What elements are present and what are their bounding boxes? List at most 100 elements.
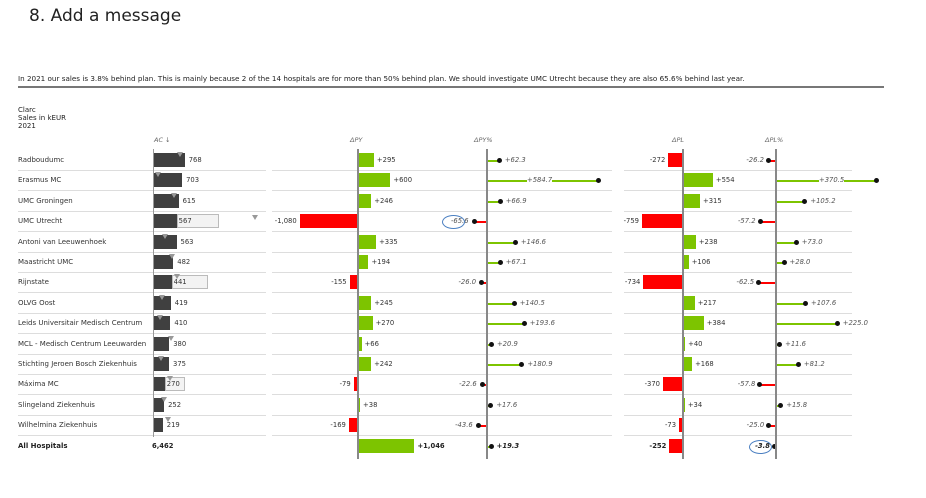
dpy-pct-pin[interactable] [487, 200, 500, 203]
row-separator [752, 312, 852, 314]
ac-bar[interactable] [154, 295, 171, 310]
row-separator [272, 333, 612, 335]
dpl-value: +554 [715, 176, 735, 185]
dpl-bar-positive[interactable] [683, 173, 713, 188]
dpl-pct-pin[interactable] [776, 404, 781, 407]
plan-marker-icon [161, 233, 168, 239]
dpy-bar-negative[interactable] [299, 214, 358, 229]
dpl-bar-positive[interactable] [683, 295, 695, 310]
dpl-bar-positive[interactable] [683, 316, 704, 331]
pin-head-icon [803, 300, 809, 306]
dpy-pct-pin[interactable] [487, 262, 500, 264]
dpl-pct-pin[interactable] [768, 160, 776, 162]
row-separator [624, 414, 754, 416]
dpy-bar-positive[interactable] [358, 173, 391, 188]
ac-bar[interactable] [154, 336, 170, 351]
row-separator [450, 292, 610, 294]
dpy-value: +270 [375, 319, 395, 328]
ac-bar[interactable] [154, 255, 174, 269]
message-divider [18, 86, 884, 88]
ac-bar[interactable] [154, 397, 165, 412]
dpl-pct-pin[interactable] [776, 302, 806, 305]
ac-bar[interactable] [154, 214, 177, 229]
dpl-pct-pin[interactable] [776, 262, 784, 264]
row-label: Wilhelmina Ziekenhuis [18, 421, 98, 430]
column-header-ac[interactable]: AC ↓ [154, 136, 171, 144]
dpl-bar-positive[interactable] [683, 357, 693, 371]
dpy-bar-positive[interactable] [358, 336, 362, 351]
dpl-bar-negative[interactable] [643, 275, 683, 290]
dpy-pct-pin[interactable] [487, 241, 515, 244]
dpl-pct-pin[interactable] [776, 241, 796, 244]
dpy-pct-pin[interactable] [487, 160, 499, 162]
dpl-bar-positive[interactable] [683, 336, 686, 351]
pin-head-icon [757, 382, 763, 388]
pin-head-icon [497, 198, 503, 204]
dpl-value: -370 [644, 380, 661, 389]
dpl-bar-positive[interactable] [683, 234, 696, 249]
pin-head-icon [512, 239, 518, 245]
dpl-bar-positive[interactable] [683, 193, 700, 208]
dpy-bar-positive[interactable] [358, 234, 377, 249]
dpy-pct-pin[interactable] [474, 221, 487, 224]
dpy-bar-positive[interactable] [358, 295, 372, 310]
dpy-bar-positive[interactable] [358, 438, 415, 453]
row-separator [624, 210, 754, 212]
dpl-bar-negative[interactable] [642, 214, 683, 229]
pin-head-icon [766, 423, 772, 429]
dpy-pct-pin[interactable] [487, 323, 524, 326]
plan-box [176, 214, 219, 229]
row-label: Radboudumc [18, 156, 65, 164]
dpl-pct-value: +81.2 [803, 360, 825, 368]
dpy-bar-positive[interactable] [358, 357, 372, 371]
ac-bar[interactable] [154, 377, 165, 392]
dpl-pct-pin[interactable] [760, 221, 776, 224]
dpy-bar-positive[interactable] [358, 153, 374, 167]
dpy-pct-pin[interactable] [482, 384, 487, 387]
dpy-pct-pin[interactable] [487, 364, 522, 366]
pin-head-icon [795, 362, 801, 367]
dpy-bar-positive[interactable] [358, 316, 373, 331]
ac-bar[interactable] [154, 234, 177, 249]
ac-value: 219 [166, 421, 180, 430]
dpy-bar-negative[interactable] [349, 275, 358, 290]
dpy-bar-positive[interactable] [358, 193, 372, 208]
dpy-pct-value: +193.6 [529, 319, 555, 328]
row-label: Leids Universitair Medisch Centrum [18, 319, 143, 328]
plan-box [171, 275, 208, 290]
row-separator [18, 435, 266, 437]
dpy-bar-positive[interactable] [358, 255, 369, 269]
dpy-bar-negative[interactable] [348, 418, 358, 433]
dpy-value: -1,080 [274, 217, 297, 226]
row-separator [624, 292, 754, 294]
dpy-pct-pin[interactable] [482, 282, 487, 285]
dpy-pct-pin[interactable] [478, 425, 487, 428]
dpl-bar-positive[interactable] [683, 255, 689, 269]
dpy-pct-pin[interactable] [487, 302, 514, 305]
ac-value: 410 [174, 319, 188, 328]
dpy-bar-negative[interactable] [353, 377, 358, 392]
ac-bar[interactable] [154, 275, 172, 290]
dpl-bar-negative[interactable] [668, 153, 683, 167]
row-separator [272, 435, 612, 437]
pin-head-icon [756, 280, 762, 286]
dpl-pct-pin[interactable] [759, 282, 776, 285]
dpl-pct-pin[interactable] [776, 200, 805, 203]
row-separator [272, 353, 612, 355]
ac-bar[interactable] [154, 418, 163, 433]
dpl-pct-pin[interactable] [769, 425, 776, 428]
dpl-value: +106 [691, 258, 711, 266]
row-separator [624, 435, 754, 437]
dpl-bar-negative[interactable] [679, 418, 683, 433]
dpl-pct-pin[interactable] [760, 384, 776, 387]
dpl-pct-pin[interactable] [776, 323, 837, 326]
dpl-pct-pin[interactable] [776, 364, 798, 366]
dpy-value: -155 [331, 278, 347, 287]
dpl-bar-negative[interactable] [663, 377, 683, 392]
dpy-bar-positive[interactable] [358, 397, 361, 412]
pin-head-icon [479, 280, 485, 286]
dpl-bar-negative[interactable] [669, 438, 683, 453]
row-separator [272, 170, 612, 171]
dpl-pct-value: -57.8 [737, 380, 756, 389]
pin-head-icon [802, 198, 808, 204]
